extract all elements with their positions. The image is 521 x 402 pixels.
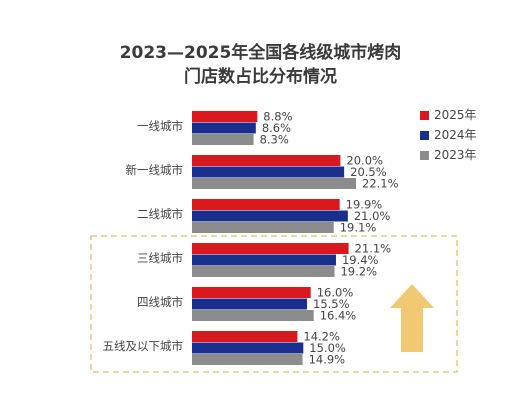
bar <box>192 298 308 310</box>
data-label: 19.4% <box>342 253 379 267</box>
bar <box>192 243 349 254</box>
data-label: 14.2% <box>303 330 340 344</box>
chart-title-line-1: 2023—2025年全国各线级城市烤肉 <box>119 43 402 63</box>
legend-swatch-2024 <box>420 131 429 140</box>
category-label: 四线城市 <box>137 295 183 309</box>
bar <box>192 134 254 145</box>
bar <box>192 166 345 178</box>
legend-item-2023: 2023年 <box>420 146 477 163</box>
bar <box>192 222 334 233</box>
data-label: 20.0% <box>346 154 383 168</box>
bar <box>192 266 335 277</box>
data-label: 22.1% <box>362 177 399 191</box>
bar <box>192 310 314 321</box>
legend-swatch-2023 <box>420 151 429 160</box>
data-label: 15.5% <box>313 297 350 311</box>
chart-title-line-2: 门店数占比分布情况 <box>184 67 337 87</box>
legend-label-2024: 2024年 <box>434 128 477 142</box>
bar <box>192 254 336 266</box>
data-label: 21.1% <box>355 242 392 256</box>
data-label: 8.3% <box>260 133 289 147</box>
legend-item-2024: 2024年 <box>420 126 477 143</box>
category-label: 五线及以下城市 <box>103 339 184 353</box>
data-label: 14.9% <box>309 353 346 367</box>
bar <box>192 111 258 122</box>
bar <box>192 122 256 134</box>
category-label: 一线城市 <box>137 119 183 133</box>
data-label: 15.0% <box>309 341 346 355</box>
legend-swatch-2025 <box>420 111 429 120</box>
category-label: 二线城市 <box>137 207 183 221</box>
upward-arrow-icon <box>390 284 434 352</box>
data-label: 16.0% <box>317 286 354 300</box>
highlight-box <box>90 235 458 373</box>
data-label: 19.9% <box>346 198 383 212</box>
data-label: 8.6% <box>262 121 291 135</box>
bar <box>192 199 340 210</box>
data-label: 19.1% <box>340 221 377 235</box>
arrow-shape <box>390 284 434 352</box>
bar <box>192 210 348 222</box>
bar <box>192 331 298 342</box>
data-label: 8.8% <box>263 110 292 124</box>
legend-label-2025: 2025年 <box>434 108 477 122</box>
bar <box>192 155 341 166</box>
data-label: 20.5% <box>350 165 387 179</box>
data-label: 19.2% <box>340 265 377 279</box>
bar <box>192 354 303 365</box>
bar <box>192 178 356 189</box>
legend-label-2023: 2023年 <box>434 148 477 162</box>
data-label: 21.0% <box>354 209 391 223</box>
category-label: 三线城市 <box>137 251 183 265</box>
bar <box>192 287 311 298</box>
data-label: 16.4% <box>320 309 357 323</box>
category-label: 新一线城市 <box>126 163 184 177</box>
bar <box>192 342 304 354</box>
legend-item-2025: 2025年 <box>420 106 477 123</box>
